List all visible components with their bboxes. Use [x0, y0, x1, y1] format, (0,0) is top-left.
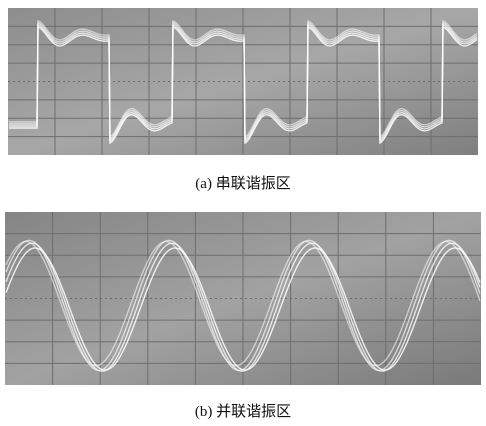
figure: [0, 0, 486, 426]
caption: (b) 并联谐振区: [0, 400, 486, 421]
caption: (a) 串联谐振区: [0, 172, 486, 193]
page: (a) 串联谐振区 (b) 并联谐振区 (() => { const data …: [0, 0, 486, 426]
